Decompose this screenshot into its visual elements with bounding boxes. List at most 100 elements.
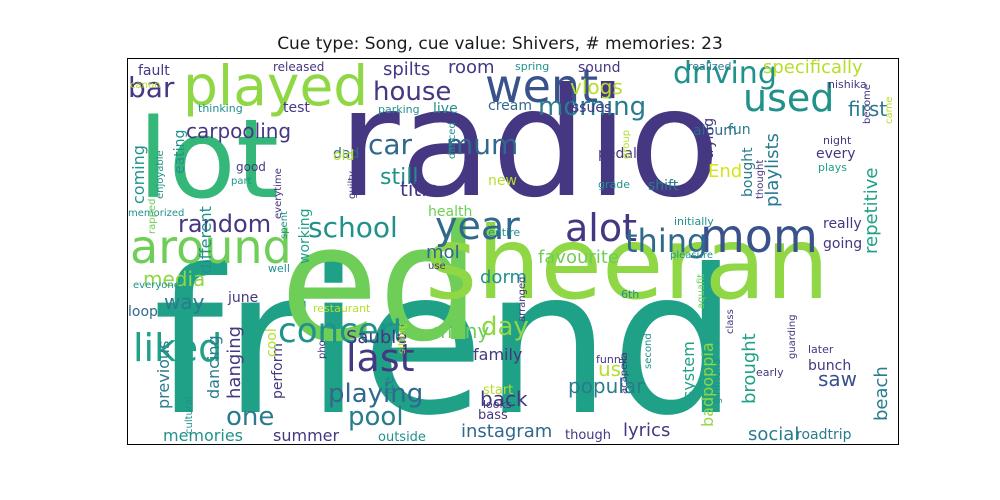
word-group: group xyxy=(621,129,632,159)
word-driving: driving xyxy=(673,59,777,91)
word-instagram: instagram xyxy=(461,421,553,442)
word-health: health xyxy=(428,204,473,220)
word-pho: pho xyxy=(317,340,328,359)
word-spring: spring xyxy=(515,60,550,73)
word-around: around xyxy=(130,220,292,274)
word-well: well xyxy=(268,262,290,275)
word-dancing: dancing xyxy=(204,335,223,399)
word-liked: liked xyxy=(133,326,223,370)
word-sauble: Sauble xyxy=(346,327,408,348)
word-thought: thought xyxy=(755,159,766,199)
word-random: random xyxy=(178,210,272,238)
word-guilty: guilty xyxy=(347,170,358,199)
word-us: us xyxy=(598,357,622,381)
word-social: social xyxy=(748,424,800,444)
word-sitting: sitting xyxy=(397,322,408,354)
word-guarding: guarding xyxy=(787,314,798,359)
word-use: use xyxy=(428,261,446,272)
word-playing: playing xyxy=(328,379,424,409)
word-eating: eating xyxy=(172,129,188,174)
word-nishika: nishika xyxy=(828,78,867,91)
word-morning: morning xyxy=(538,92,647,122)
word-dorm: dorm xyxy=(480,267,528,288)
word-thing: thing xyxy=(625,222,708,260)
word-canon: canon xyxy=(130,80,161,91)
word-school: school xyxy=(308,211,398,244)
word-friend: friend xyxy=(153,227,738,444)
word-working: working xyxy=(297,208,313,264)
word-become: become xyxy=(862,83,873,124)
word-spent: spent xyxy=(279,211,290,239)
word-sheeran: sheeran xyxy=(425,205,830,322)
word-cloud-frame: friend radio ed sheeran lot played around went m… xyxy=(127,58,899,445)
page-title: Cue type: Song, cue value: Shivers, # me… xyxy=(277,34,723,54)
word-grade: grade xyxy=(598,178,630,191)
word-room: room xyxy=(448,59,495,78)
word-test: test xyxy=(283,100,310,116)
word-one: one xyxy=(226,402,275,432)
word-issues: issues xyxy=(568,100,612,116)
word-album: album xyxy=(693,123,737,139)
word-many: many xyxy=(433,319,490,343)
word-back: back xyxy=(480,387,528,411)
word-outside: outside xyxy=(378,430,426,444)
word-looks: looks xyxy=(483,398,512,411)
word-ice: ice xyxy=(382,376,396,394)
word-lyrics: lyrics xyxy=(623,420,671,441)
word-alot: alot xyxy=(565,206,637,250)
word-night: night xyxy=(823,134,852,147)
word-part: part xyxy=(231,176,252,187)
word-memorized: memorized xyxy=(128,208,185,219)
word-played: played xyxy=(183,59,369,118)
word-cream: cream xyxy=(488,98,532,114)
word-radio: radio xyxy=(338,59,721,231)
word-bunch: bunch xyxy=(808,358,852,374)
word-went: went xyxy=(485,59,599,113)
word-roadtrip: roadtrip xyxy=(796,427,852,443)
word-playlists: playlists xyxy=(762,133,783,207)
word-class: class xyxy=(725,309,736,334)
word-second: second xyxy=(643,333,654,369)
word-live: live xyxy=(433,101,458,117)
word-day: day xyxy=(481,312,529,342)
word-car: car xyxy=(368,128,413,161)
word-mum: mum xyxy=(446,128,519,161)
word-spilts: spilts xyxy=(383,59,431,80)
word-different: different xyxy=(196,206,215,274)
word-old: old xyxy=(333,148,355,164)
word-came: came xyxy=(884,96,895,124)
word-popular: popular xyxy=(568,374,645,398)
word-fault: fault xyxy=(138,63,170,79)
word-aquafit: aquafit xyxy=(696,273,707,309)
word-lot: lot xyxy=(138,95,279,223)
word-specifically: specifically xyxy=(763,59,863,78)
word-vlogs: vlogs xyxy=(570,75,623,99)
word-realized: realized xyxy=(688,60,732,73)
word-badpoppia: badpoppia xyxy=(698,342,717,427)
word-summer: summer xyxy=(273,426,340,444)
word-thinking: thinking xyxy=(198,102,243,115)
word-favourite: favourite xyxy=(538,247,619,268)
word-going: going xyxy=(823,236,863,252)
word-system: system xyxy=(679,341,698,399)
word-everyone: everyone xyxy=(133,280,180,291)
word-still: still xyxy=(380,165,419,190)
word-ed: ed xyxy=(280,190,480,377)
word-pool: pool xyxy=(348,402,404,432)
word-media: media xyxy=(143,267,206,291)
word-though: though xyxy=(565,428,612,443)
word-cloud: friend radio ed sheeran lot played around went m… xyxy=(128,59,898,444)
word-cultural: cultural xyxy=(184,396,195,434)
word-moi: moI xyxy=(426,242,460,263)
word-every: every xyxy=(816,146,856,162)
word-entire: entire xyxy=(488,226,521,239)
word-new: new xyxy=(488,173,517,189)
word-later: later xyxy=(808,343,834,356)
word-pleasure: pleasure xyxy=(670,250,713,261)
word-brought: brought xyxy=(739,333,760,404)
word-memories: memories xyxy=(163,426,244,444)
word-title: title xyxy=(400,177,440,201)
word-mom: mom xyxy=(700,209,818,263)
word-saw: saw xyxy=(818,367,858,391)
